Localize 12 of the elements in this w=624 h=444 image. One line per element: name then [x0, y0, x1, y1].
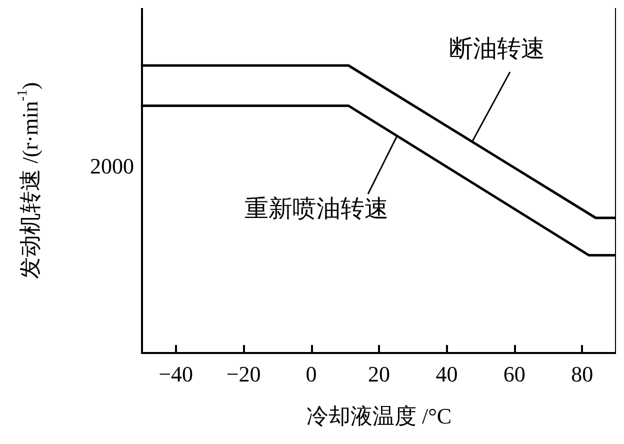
- x-axis-title: 冷却液温度 /°C: [306, 404, 452, 428]
- text: 断油转速: [449, 36, 546, 63]
- x-tick-label: 80: [571, 362, 594, 386]
- x-tick-label: −40: [158, 362, 194, 386]
- x-tick-label: 0: [306, 362, 317, 386]
- x-tick-label: 60: [503, 362, 526, 386]
- text: 重新喷油转速: [244, 196, 389, 223]
- text: 2000: [90, 154, 134, 179]
- x-tick-label: −20: [226, 362, 261, 386]
- x-tick-label: 40: [436, 362, 458, 386]
- x-tick-label: 20: [368, 362, 390, 386]
- y-axis-title: 发动机转速 /(r·min-1): [16, 82, 42, 279]
